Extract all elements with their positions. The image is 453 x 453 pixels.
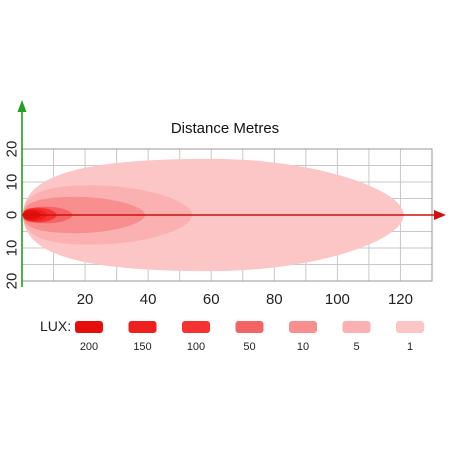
legend-label-lux-10: 10 xyxy=(297,341,309,353)
x-tick-label: 80 xyxy=(266,291,283,308)
legend-swatch-lux-150 xyxy=(128,321,157,333)
legend-title: LUX: xyxy=(40,318,71,334)
x-tick-label: 60 xyxy=(203,291,220,308)
legend: LUX: 200 150 100 50 10 5 1 xyxy=(40,318,424,353)
x-tick-label: 20 xyxy=(77,291,94,308)
legend-label-lux-100: 100 xyxy=(187,341,205,353)
y-tick-label: 10 xyxy=(4,174,21,191)
legend-swatch-lux-10 xyxy=(289,321,317,333)
legend-swatch-lux-50 xyxy=(235,321,264,333)
y-tick-label: 20 xyxy=(4,141,21,158)
legend-swatch-lux-5 xyxy=(342,321,371,333)
legend-label-lux-50: 50 xyxy=(243,341,255,353)
y-tick-label: 0 xyxy=(4,211,21,219)
y-tick-label: 20 xyxy=(4,273,21,290)
y-tick-label: 10 xyxy=(4,240,21,257)
legend-label-lux-150: 150 xyxy=(133,341,151,353)
x-axis-arrowhead xyxy=(434,210,446,220)
x-tick-label: 100 xyxy=(325,291,350,308)
legend-label-lux-5: 5 xyxy=(353,341,359,353)
legend-label-lux-200: 200 xyxy=(80,341,98,353)
axes xyxy=(17,100,446,287)
legend-swatch-lux-200 xyxy=(75,321,103,333)
legend-swatch-lux-100 xyxy=(182,321,210,333)
x-tick-label: 120 xyxy=(388,291,413,308)
legend-label-lux-1: 1 xyxy=(407,341,413,353)
y-axis-arrowhead xyxy=(17,100,27,112)
legend-swatch-lux-1 xyxy=(396,321,424,333)
x-tick-label: 40 xyxy=(140,291,157,308)
chart-title: Distance Metres xyxy=(171,120,279,137)
